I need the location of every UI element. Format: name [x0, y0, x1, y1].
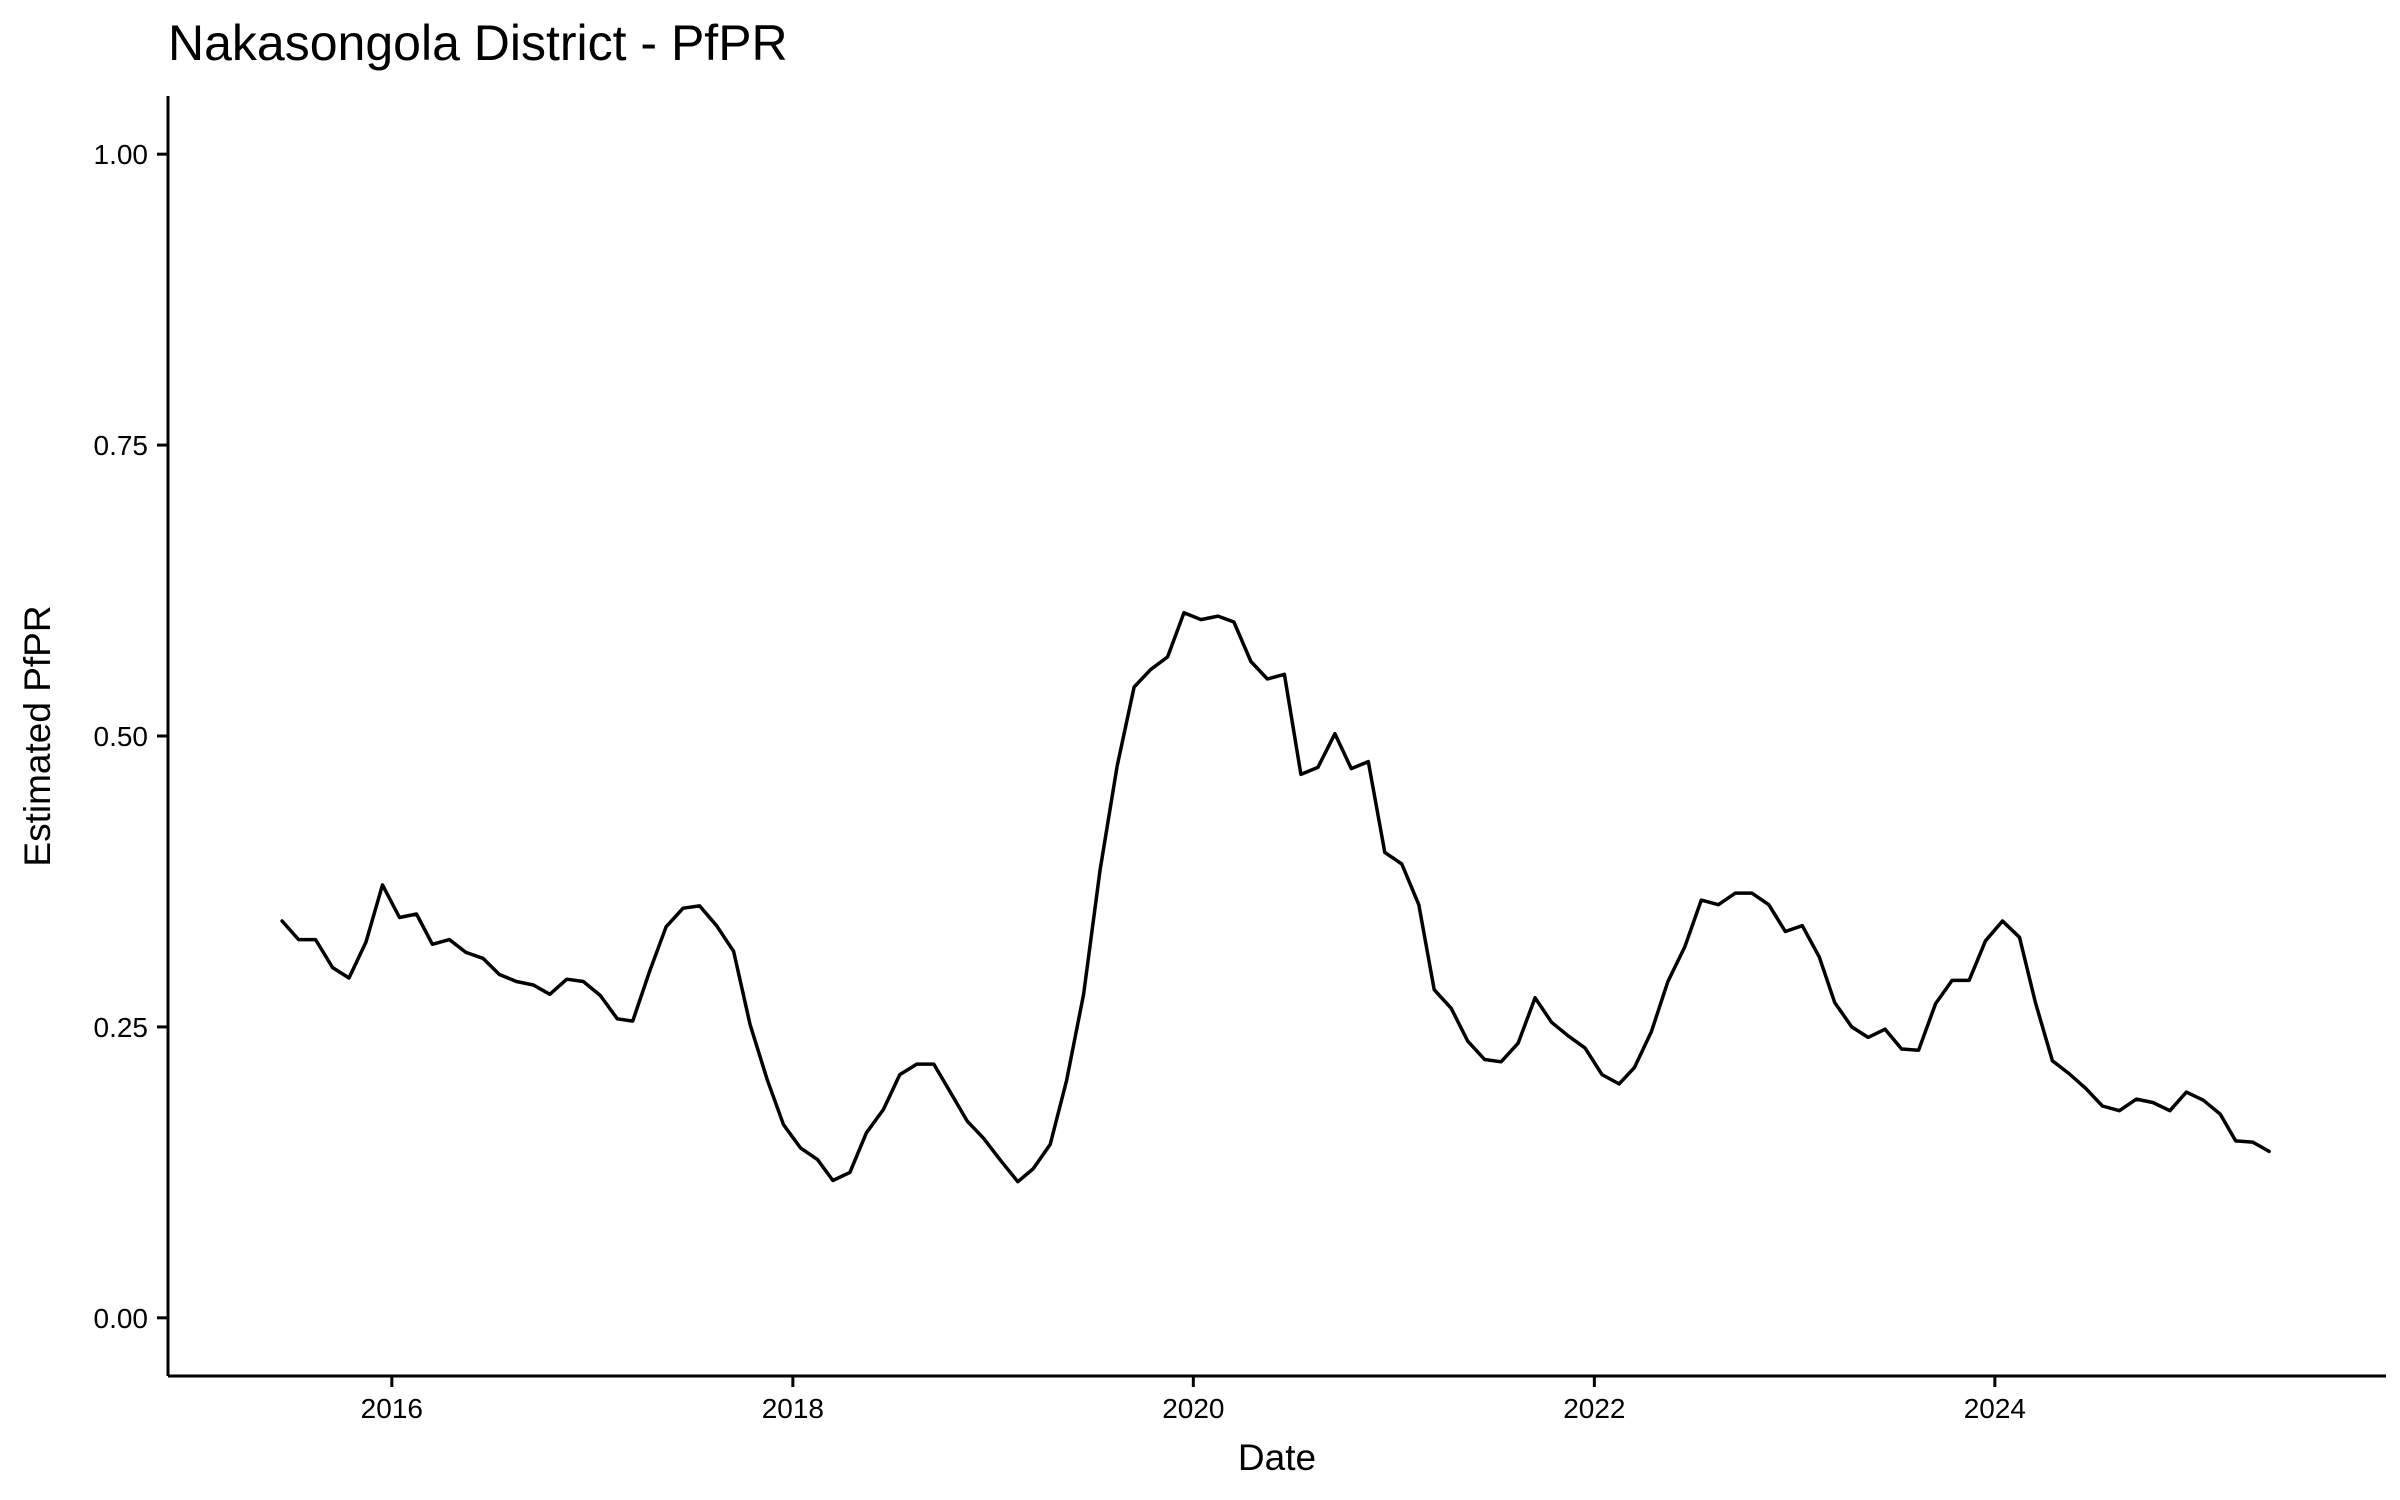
y-tick-label: 0.25	[94, 1012, 149, 1043]
x-tick-label: 2024	[1964, 1393, 2026, 1424]
x-tick-label: 2022	[1563, 1393, 1625, 1424]
x-tick-label: 2020	[1162, 1393, 1224, 1424]
y-axis-title: Estimated PfPR	[17, 605, 58, 866]
x-axis-ticks: 2016 2018 2020 2022 2024	[361, 1376, 2026, 1424]
y-tick-label: 0.00	[94, 1303, 149, 1334]
x-tick-label: 2016	[361, 1393, 423, 1424]
plot-area: 0.00 0.25 0.50 0.75 1.00 2016 2018 2020 2022 202…	[94, 96, 2386, 1424]
y-tick-label: 0.50	[94, 721, 149, 752]
x-tick-label: 2018	[762, 1393, 824, 1424]
y-axis-ticks: 0.00 0.25 0.50 0.75 1.00	[94, 139, 168, 1334]
chart-title: Nakasongola District - PfPR	[168, 15, 788, 71]
y-tick-label: 1.00	[94, 139, 149, 170]
x-axis-title: Date	[1238, 1437, 1316, 1478]
series-line	[280, 610, 2271, 1184]
series-group	[280, 610, 2271, 1184]
y-tick-label: 0.75	[94, 430, 149, 461]
